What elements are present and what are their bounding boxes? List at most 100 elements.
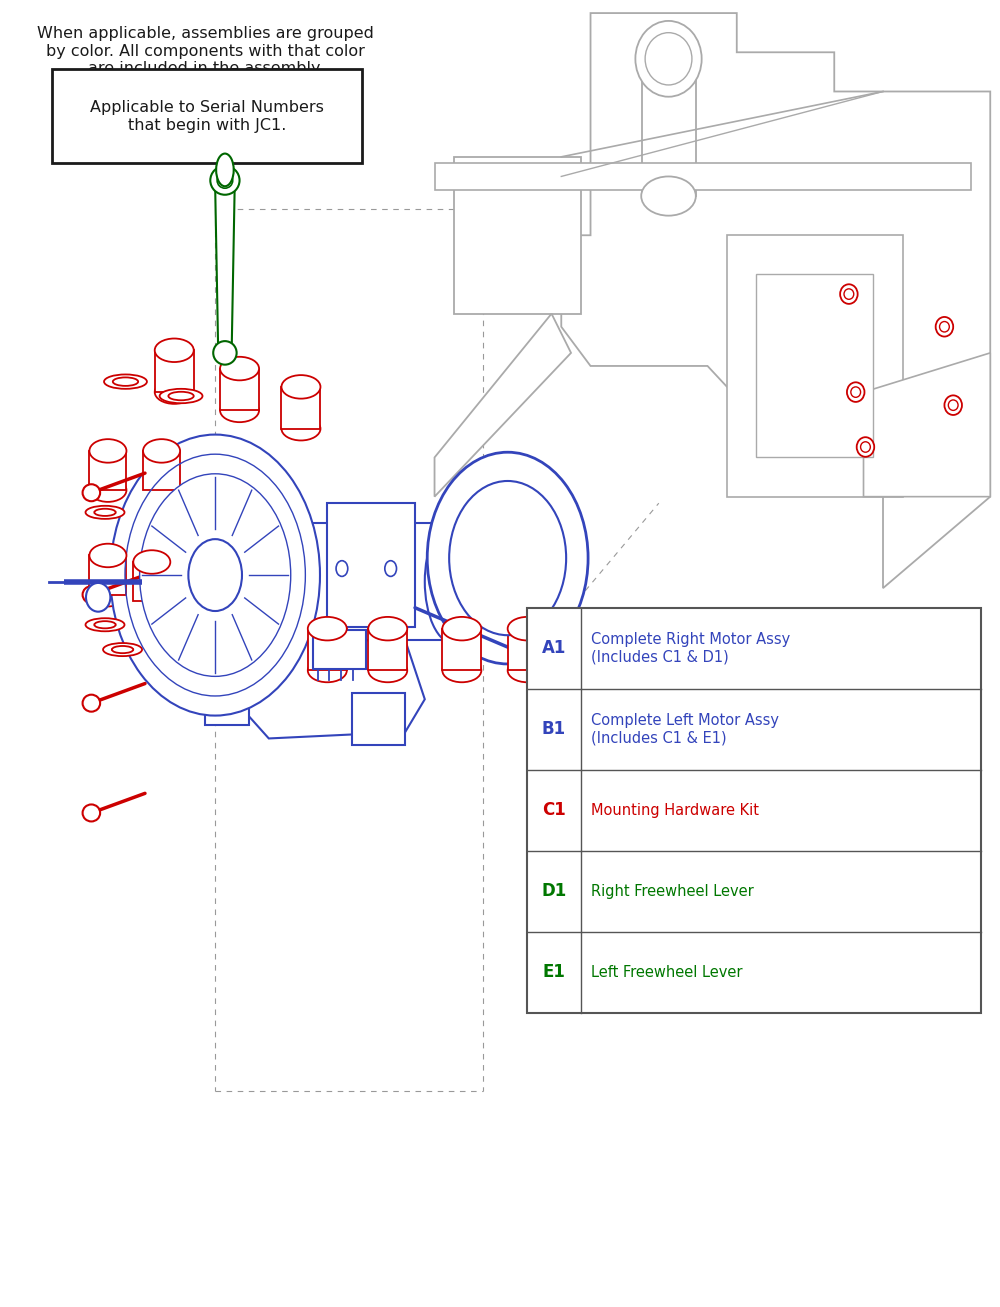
Ellipse shape: [160, 389, 203, 404]
Ellipse shape: [155, 380, 194, 404]
Text: Left Freewheel Lever: Left Freewheel Lever: [591, 965, 742, 980]
Ellipse shape: [83, 485, 100, 502]
Ellipse shape: [155, 339, 194, 362]
Ellipse shape: [703, 725, 712, 738]
Ellipse shape: [133, 589, 170, 613]
Ellipse shape: [104, 375, 147, 389]
Ellipse shape: [840, 284, 858, 303]
Polygon shape: [218, 523, 454, 640]
Ellipse shape: [449, 481, 566, 635]
Ellipse shape: [857, 437, 874, 456]
Ellipse shape: [948, 400, 958, 410]
Polygon shape: [642, 59, 696, 196]
Ellipse shape: [143, 439, 180, 463]
Text: Complete Left Motor Assy
(Includes C1 & E1): Complete Left Motor Assy (Includes C1 & …: [591, 714, 779, 745]
Polygon shape: [215, 187, 235, 346]
Bar: [756, 274, 873, 457]
Ellipse shape: [112, 646, 133, 654]
Ellipse shape: [508, 659, 547, 682]
Text: Mounting Hardware Kit: Mounting Hardware Kit: [591, 802, 759, 818]
Text: Complete Right Motor Assy
(Includes C1 & D1): Complete Right Motor Assy (Includes C1 &…: [591, 633, 790, 664]
Polygon shape: [561, 13, 990, 588]
Ellipse shape: [94, 508, 116, 516]
Bar: [313, 630, 366, 669]
Text: Applicable to Serial Numbers
that begin with JC1.: Applicable to Serial Numbers that begin …: [90, 101, 324, 132]
Ellipse shape: [210, 166, 240, 195]
Bar: [727, 235, 903, 497]
Ellipse shape: [645, 33, 692, 85]
Polygon shape: [133, 562, 170, 601]
Ellipse shape: [635, 21, 702, 97]
Ellipse shape: [89, 478, 126, 502]
Ellipse shape: [425, 519, 483, 643]
Text: C1: C1: [542, 801, 566, 819]
Ellipse shape: [442, 617, 481, 640]
Ellipse shape: [940, 322, 949, 332]
Polygon shape: [442, 629, 481, 670]
Ellipse shape: [83, 695, 100, 711]
Ellipse shape: [220, 399, 259, 422]
Ellipse shape: [83, 586, 100, 604]
Ellipse shape: [641, 176, 696, 216]
Ellipse shape: [83, 804, 100, 822]
Ellipse shape: [143, 478, 180, 502]
Ellipse shape: [508, 617, 547, 640]
Polygon shape: [220, 369, 259, 410]
Ellipse shape: [336, 561, 348, 576]
Ellipse shape: [89, 583, 126, 606]
Ellipse shape: [217, 173, 233, 188]
Ellipse shape: [168, 392, 194, 400]
Ellipse shape: [89, 439, 126, 463]
Ellipse shape: [86, 506, 125, 519]
Polygon shape: [155, 350, 194, 392]
Text: When applicable, assemblies are grouped
by color. All components with that color: When applicable, assemblies are grouped …: [37, 26, 374, 76]
Ellipse shape: [427, 452, 588, 664]
Ellipse shape: [861, 442, 870, 452]
Ellipse shape: [113, 378, 138, 386]
Ellipse shape: [944, 396, 962, 416]
Text: B1: B1: [542, 720, 566, 738]
Ellipse shape: [308, 617, 347, 640]
Ellipse shape: [368, 659, 407, 682]
Ellipse shape: [308, 659, 347, 682]
Polygon shape: [89, 451, 126, 490]
Ellipse shape: [89, 544, 126, 567]
Ellipse shape: [140, 473, 291, 677]
Polygon shape: [864, 353, 990, 497]
Polygon shape: [368, 629, 407, 670]
Bar: [52, 69, 362, 163]
Ellipse shape: [86, 618, 125, 631]
Polygon shape: [308, 629, 347, 670]
Ellipse shape: [936, 318, 953, 337]
Text: E1: E1: [543, 963, 565, 982]
Ellipse shape: [847, 382, 864, 403]
Ellipse shape: [216, 154, 234, 187]
Polygon shape: [435, 314, 571, 497]
Ellipse shape: [110, 434, 320, 716]
Polygon shape: [89, 555, 126, 595]
Text: Right Freewheel Lever: Right Freewheel Lever: [591, 884, 753, 899]
Ellipse shape: [86, 583, 110, 612]
Text: A1: A1: [542, 639, 566, 657]
Ellipse shape: [281, 375, 320, 399]
Ellipse shape: [188, 538, 242, 610]
Bar: [454, 157, 581, 314]
Ellipse shape: [851, 387, 861, 397]
Polygon shape: [435, 163, 971, 190]
Polygon shape: [508, 629, 547, 670]
Ellipse shape: [385, 561, 397, 576]
Polygon shape: [352, 693, 405, 745]
Bar: [527, 608, 981, 1013]
Ellipse shape: [133, 550, 170, 574]
Polygon shape: [143, 451, 180, 490]
Polygon shape: [281, 387, 320, 429]
Polygon shape: [240, 640, 425, 738]
Ellipse shape: [103, 643, 142, 656]
Ellipse shape: [442, 659, 481, 682]
Ellipse shape: [94, 621, 116, 629]
Polygon shape: [205, 654, 249, 725]
Bar: [327, 503, 415, 627]
Ellipse shape: [844, 289, 854, 299]
Ellipse shape: [368, 617, 407, 640]
Ellipse shape: [213, 341, 237, 365]
